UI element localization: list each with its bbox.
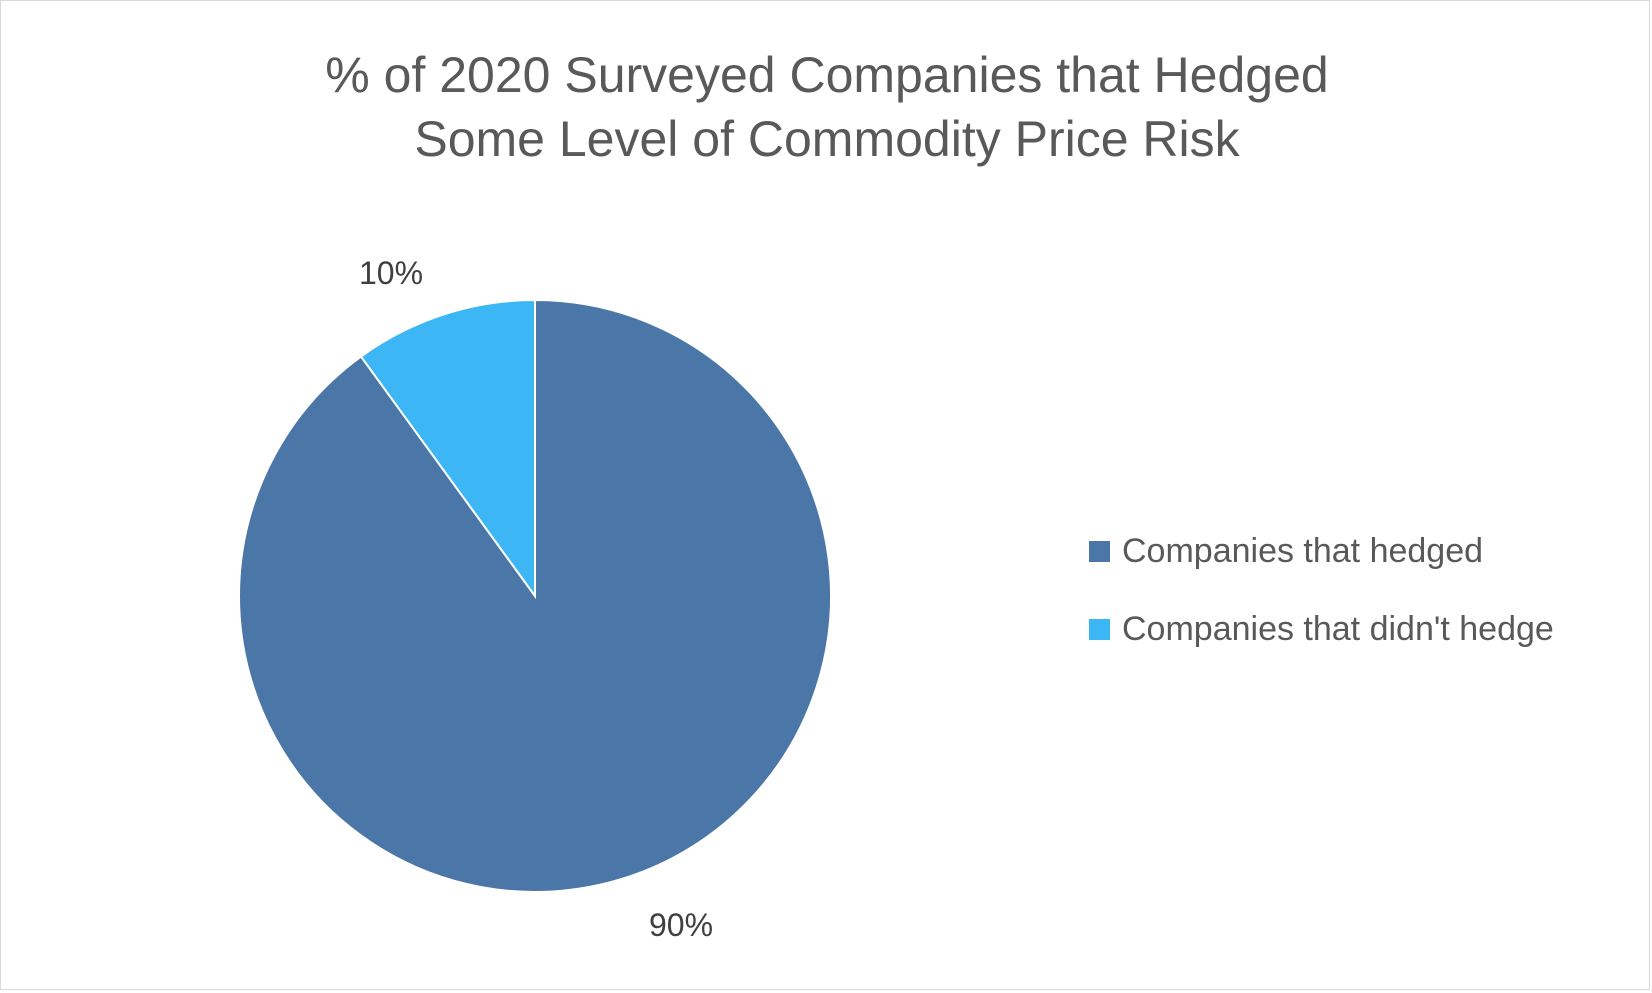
data-label-hedged: 90% [649,907,713,943]
chart-title-line-2: Some Level of Commodity Price Risk [414,111,1240,167]
legend-label-didnt-hedge: Companies that didn't hedge [1122,609,1554,648]
legend-item-hedged[interactable]: Companies that hedged [1089,531,1554,571]
legend-label-hedged: Companies that hedged [1122,531,1484,570]
pie-slice-didnt-hedge[interactable] [359,298,536,600]
pie-data-labels: 90% 10% [359,255,713,943]
pie-slices [238,298,832,893]
data-label-didnt-hedge: 10% [359,255,423,291]
legend-swatch-hedged [1089,540,1110,562]
chart-title: % of 2020 Surveyed Companies that Hedged… [1,43,1652,171]
legend-item-didnt-hedge[interactable]: Companies that didn't hedge [1089,609,1554,649]
legend: Companies that hedged Companies that did… [1089,531,1554,687]
legend-swatch-didnt-hedge [1089,618,1110,640]
chart-title-line-1: % of 2020 Surveyed Companies that Hedged [325,47,1329,103]
